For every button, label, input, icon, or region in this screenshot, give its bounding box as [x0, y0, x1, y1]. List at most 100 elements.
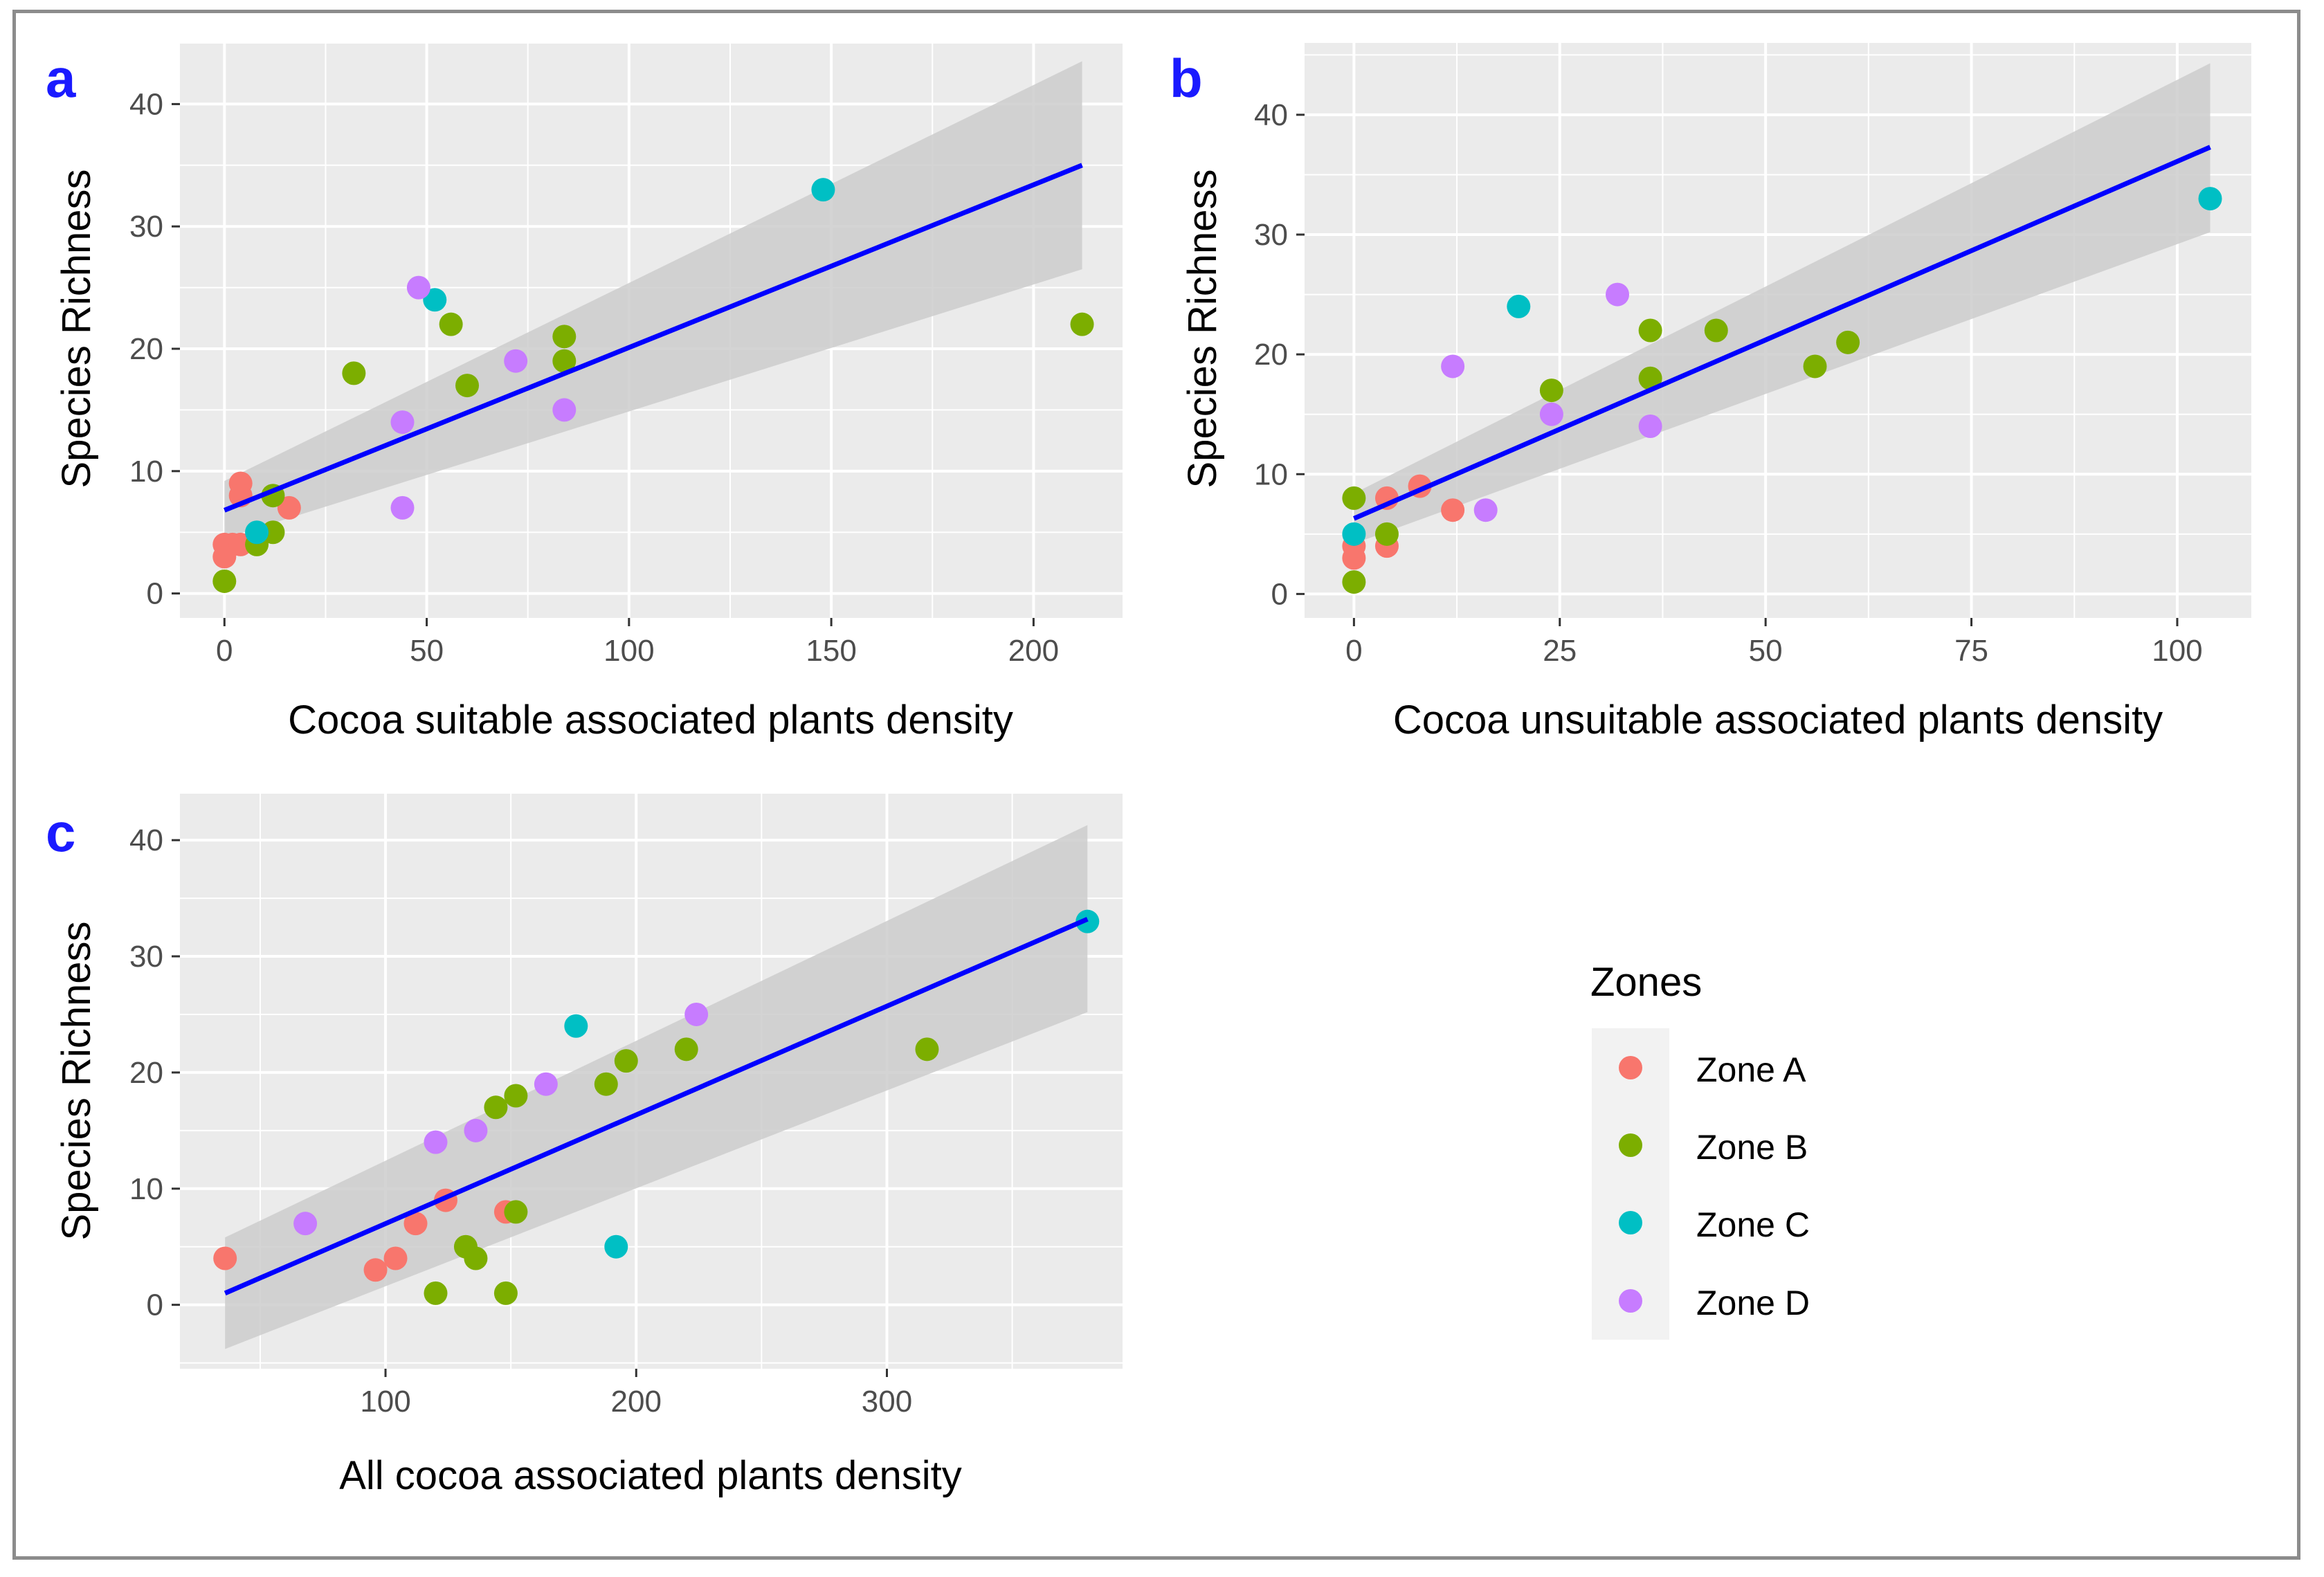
x-tick-label-b: 75 [1954, 634, 1988, 668]
y-tick-label-c: 30 [129, 940, 163, 974]
data-point-zone-a-c [213, 1246, 237, 1270]
x-tick-label-a: 0 [216, 634, 233, 668]
x-axis-title-c: All cocoa associated plants density [339, 1453, 962, 1498]
panel-letter-a: a [46, 48, 76, 109]
data-point-zone-c-b [2198, 187, 2222, 211]
y-tick-label-b: 20 [1254, 338, 1288, 372]
data-point-zone-c-c [604, 1234, 628, 1259]
data-point-zone-c-c [564, 1014, 588, 1038]
data-point-zone-c-b [1342, 522, 1366, 546]
data-point-zone-b-c [424, 1281, 448, 1305]
x-tick-label-a: 100 [603, 634, 654, 668]
data-point-zone-a-c [363, 1258, 388, 1282]
data-point-zone-d-b [1473, 498, 1498, 522]
panel-letter-c: c [46, 802, 75, 863]
data-point-zone-a-c [403, 1212, 428, 1236]
data-point-zone-b-c [594, 1072, 618, 1096]
y-tick-label-b: 40 [1254, 98, 1288, 132]
panel-b: 0 25 50 75 100 0 10 20 30 40 Cocoa unsuitable asso… [1170, 43, 2251, 742]
panel-letter-b: b [1170, 48, 1203, 109]
data-point-zone-b-a [261, 520, 285, 545]
legend-key-zone-c [1619, 1211, 1642, 1234]
y-tick-label-a: 20 [129, 332, 163, 366]
legend-key-zone-b [1619, 1133, 1642, 1157]
y-tick-label-c: 20 [129, 1056, 163, 1090]
legend-key-zone-d [1619, 1289, 1642, 1313]
data-point-zone-d-a [504, 349, 528, 373]
data-point-zone-b-c [504, 1084, 528, 1108]
data-point-zone-b-b [1539, 379, 1563, 403]
data-point-zone-d-c [293, 1212, 318, 1236]
panel-a: 0 50 100 150 200 0 10 20 30 40 Cocoa suitable asso… [46, 42, 1123, 742]
data-point-zone-d-a [406, 275, 430, 300]
y-tick-label-c: 0 [147, 1288, 163, 1322]
data-point-zone-d-c [464, 1118, 488, 1142]
confidence-band-a [224, 61, 1082, 539]
data-point-zone-d-b [1606, 282, 1630, 307]
data-point-zone-b-c [504, 1200, 528, 1224]
panel-c: 100 200 300 0 10 20 30 40 All cocoa associated p… [46, 794, 1123, 1498]
data-point-zone-a-a [228, 532, 253, 556]
data-point-zone-a-c [383, 1246, 408, 1270]
data-point-zone-d-a [390, 495, 415, 520]
data-point-zone-c-a [811, 178, 835, 202]
data-point-zone-b-b [1704, 318, 1728, 343]
x-tick-label-a: 150 [806, 634, 856, 668]
data-point-zone-b-c [674, 1037, 698, 1061]
y-tick-label-b: 0 [1271, 577, 1288, 611]
x-tick-label-b: 50 [1749, 634, 1783, 668]
data-point-zone-b-a [552, 349, 577, 373]
legend-entry-zone-b[interactable]: Zone B [1619, 1128, 1808, 1167]
data-point-zone-b-a [212, 569, 237, 593]
data-point-zone-c-a [423, 288, 447, 312]
regression-line-a [223, 163, 1083, 513]
data-point-zone-b-a [342, 361, 366, 385]
x-tick-label-b: 100 [2152, 634, 2202, 668]
x-tick-label-b: 25 [1543, 634, 1577, 668]
y-axis-title-a: Species Richness [54, 170, 99, 489]
data-point-zone-b-c [915, 1037, 939, 1061]
legend-key-background [1592, 1028, 1669, 1340]
data-point-zone-b-a [1070, 312, 1094, 336]
data-point-zone-b-a [552, 325, 577, 349]
y-tick-label-a: 40 [129, 87, 163, 121]
data-point-zone-d-c [424, 1130, 448, 1154]
data-point-zone-d-b [1539, 402, 1563, 426]
data-point-zone-a-b [1441, 498, 1465, 522]
data-point-zone-c-b [1507, 294, 1531, 318]
y-tick-label-b: 30 [1254, 218, 1288, 252]
confidence-band-c [225, 825, 1088, 1349]
data-point-zone-b-c [493, 1281, 518, 1305]
regression-line-c [224, 917, 1089, 1296]
data-point-zone-b-a [455, 374, 480, 398]
data-point-zone-b-a [439, 312, 463, 336]
data-point-zone-b-b [1836, 330, 1860, 354]
legend-entry-zone-c[interactable]: Zone C [1619, 1205, 1810, 1244]
data-point-zone-b-b [1638, 318, 1662, 343]
legend-title: Zones [1590, 960, 1702, 1005]
y-tick-label-b: 10 [1254, 457, 1288, 491]
data-point-zone-d-b [1638, 414, 1662, 438]
x-tick-label-a: 200 [1008, 634, 1059, 668]
data-point-zone-a-a [277, 495, 301, 520]
y-axis-title-b: Species Richness [1180, 170, 1225, 489]
legend-label-zone-d: Zone D [1696, 1284, 1810, 1322]
figure-border [12, 10, 2300, 1560]
y-axis-title-c: Species Richness [54, 922, 99, 1241]
data-point-zone-d-a [552, 398, 577, 422]
legend-key-zone-a [1619, 1056, 1642, 1079]
data-point-zone-b-c [484, 1095, 508, 1120]
legend-label-zone-c: Zone C [1696, 1205, 1810, 1244]
data-point-zone-d-a [390, 410, 415, 435]
data-point-zone-d-c [534, 1072, 558, 1096]
legend: Zones Zone A Zone B Zone C Zone D [1590, 960, 1810, 1340]
x-axis-title-b: Cocoa unsuitable associated plants densi… [1393, 698, 2163, 742]
x-tick-label-c: 100 [360, 1385, 410, 1419]
legend-entry-zone-d[interactable]: Zone D [1619, 1284, 1810, 1322]
data-point-zone-c-a [245, 520, 269, 545]
legend-entry-zone-a[interactable]: Zone A [1619, 1050, 1806, 1089]
x-axis-title-a: Cocoa suitable associated plants density [288, 698, 1013, 742]
y-tick-label-a: 10 [129, 455, 163, 489]
